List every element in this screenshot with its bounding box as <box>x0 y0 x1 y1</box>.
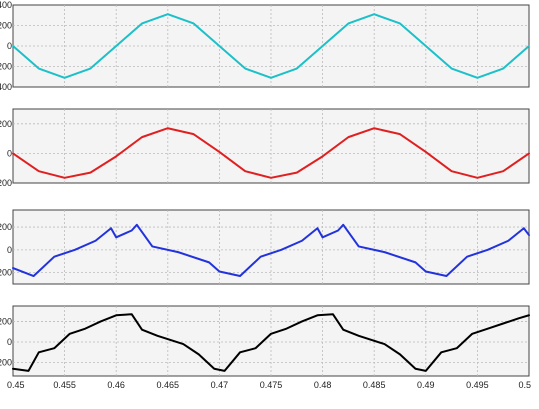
y-tick-label: 0 <box>7 41 12 51</box>
subplot-1-cyan: 400 200 0 -200 -400 <box>0 0 530 92</box>
x-tick-label: 0.47 <box>211 380 229 390</box>
y-tick-label: -400 <box>0 82 12 92</box>
y-tick-label: 0 <box>7 245 12 255</box>
y-tick-label: -200 <box>0 268 12 278</box>
y-tick-label: -200 <box>0 178 12 188</box>
x-tick-label: 0.495 <box>466 380 489 390</box>
series-line <box>12 223 530 278</box>
x-tick-label: 0.475 <box>260 380 283 390</box>
x-tick-label: 0.48 <box>314 380 332 390</box>
y-tick-label: 200 <box>0 21 12 31</box>
y-tick-label: 200 <box>0 119 12 129</box>
series-line <box>12 13 530 79</box>
x-tick-label: 0.45 <box>7 380 25 390</box>
x-tick-label: 0.485 <box>363 380 386 390</box>
y-tick-label: 0 <box>7 337 12 347</box>
y-tick-label: 200 <box>0 316 12 326</box>
series-line <box>12 313 530 372</box>
x-tick-label: 0.465 <box>157 380 180 390</box>
x-tick-label: 0.49 <box>417 380 435 390</box>
x-tick-label: 0.5 <box>518 380 531 390</box>
y-tick-label: -200 <box>0 358 12 368</box>
axes-area <box>12 305 530 377</box>
y-tick-label: 200 <box>0 222 12 232</box>
y-tick-label: 400 <box>0 0 12 10</box>
subplot-3-blue: 200 0 -200 <box>0 209 530 285</box>
subplot-2-red: 200 0 -200 <box>0 108 530 188</box>
x-tick-label: 0.46 <box>107 380 125 390</box>
subplot-4-black: 0.45 0.455 0.46 0.465 0.47 0.475 0.48 0.485 0.49… <box>0 305 531 390</box>
series-line <box>12 127 530 179</box>
x-tick-label: 0.455 <box>53 380 76 390</box>
y-tick-label: 0 <box>7 148 12 158</box>
y-tick-label: -200 <box>0 62 12 72</box>
